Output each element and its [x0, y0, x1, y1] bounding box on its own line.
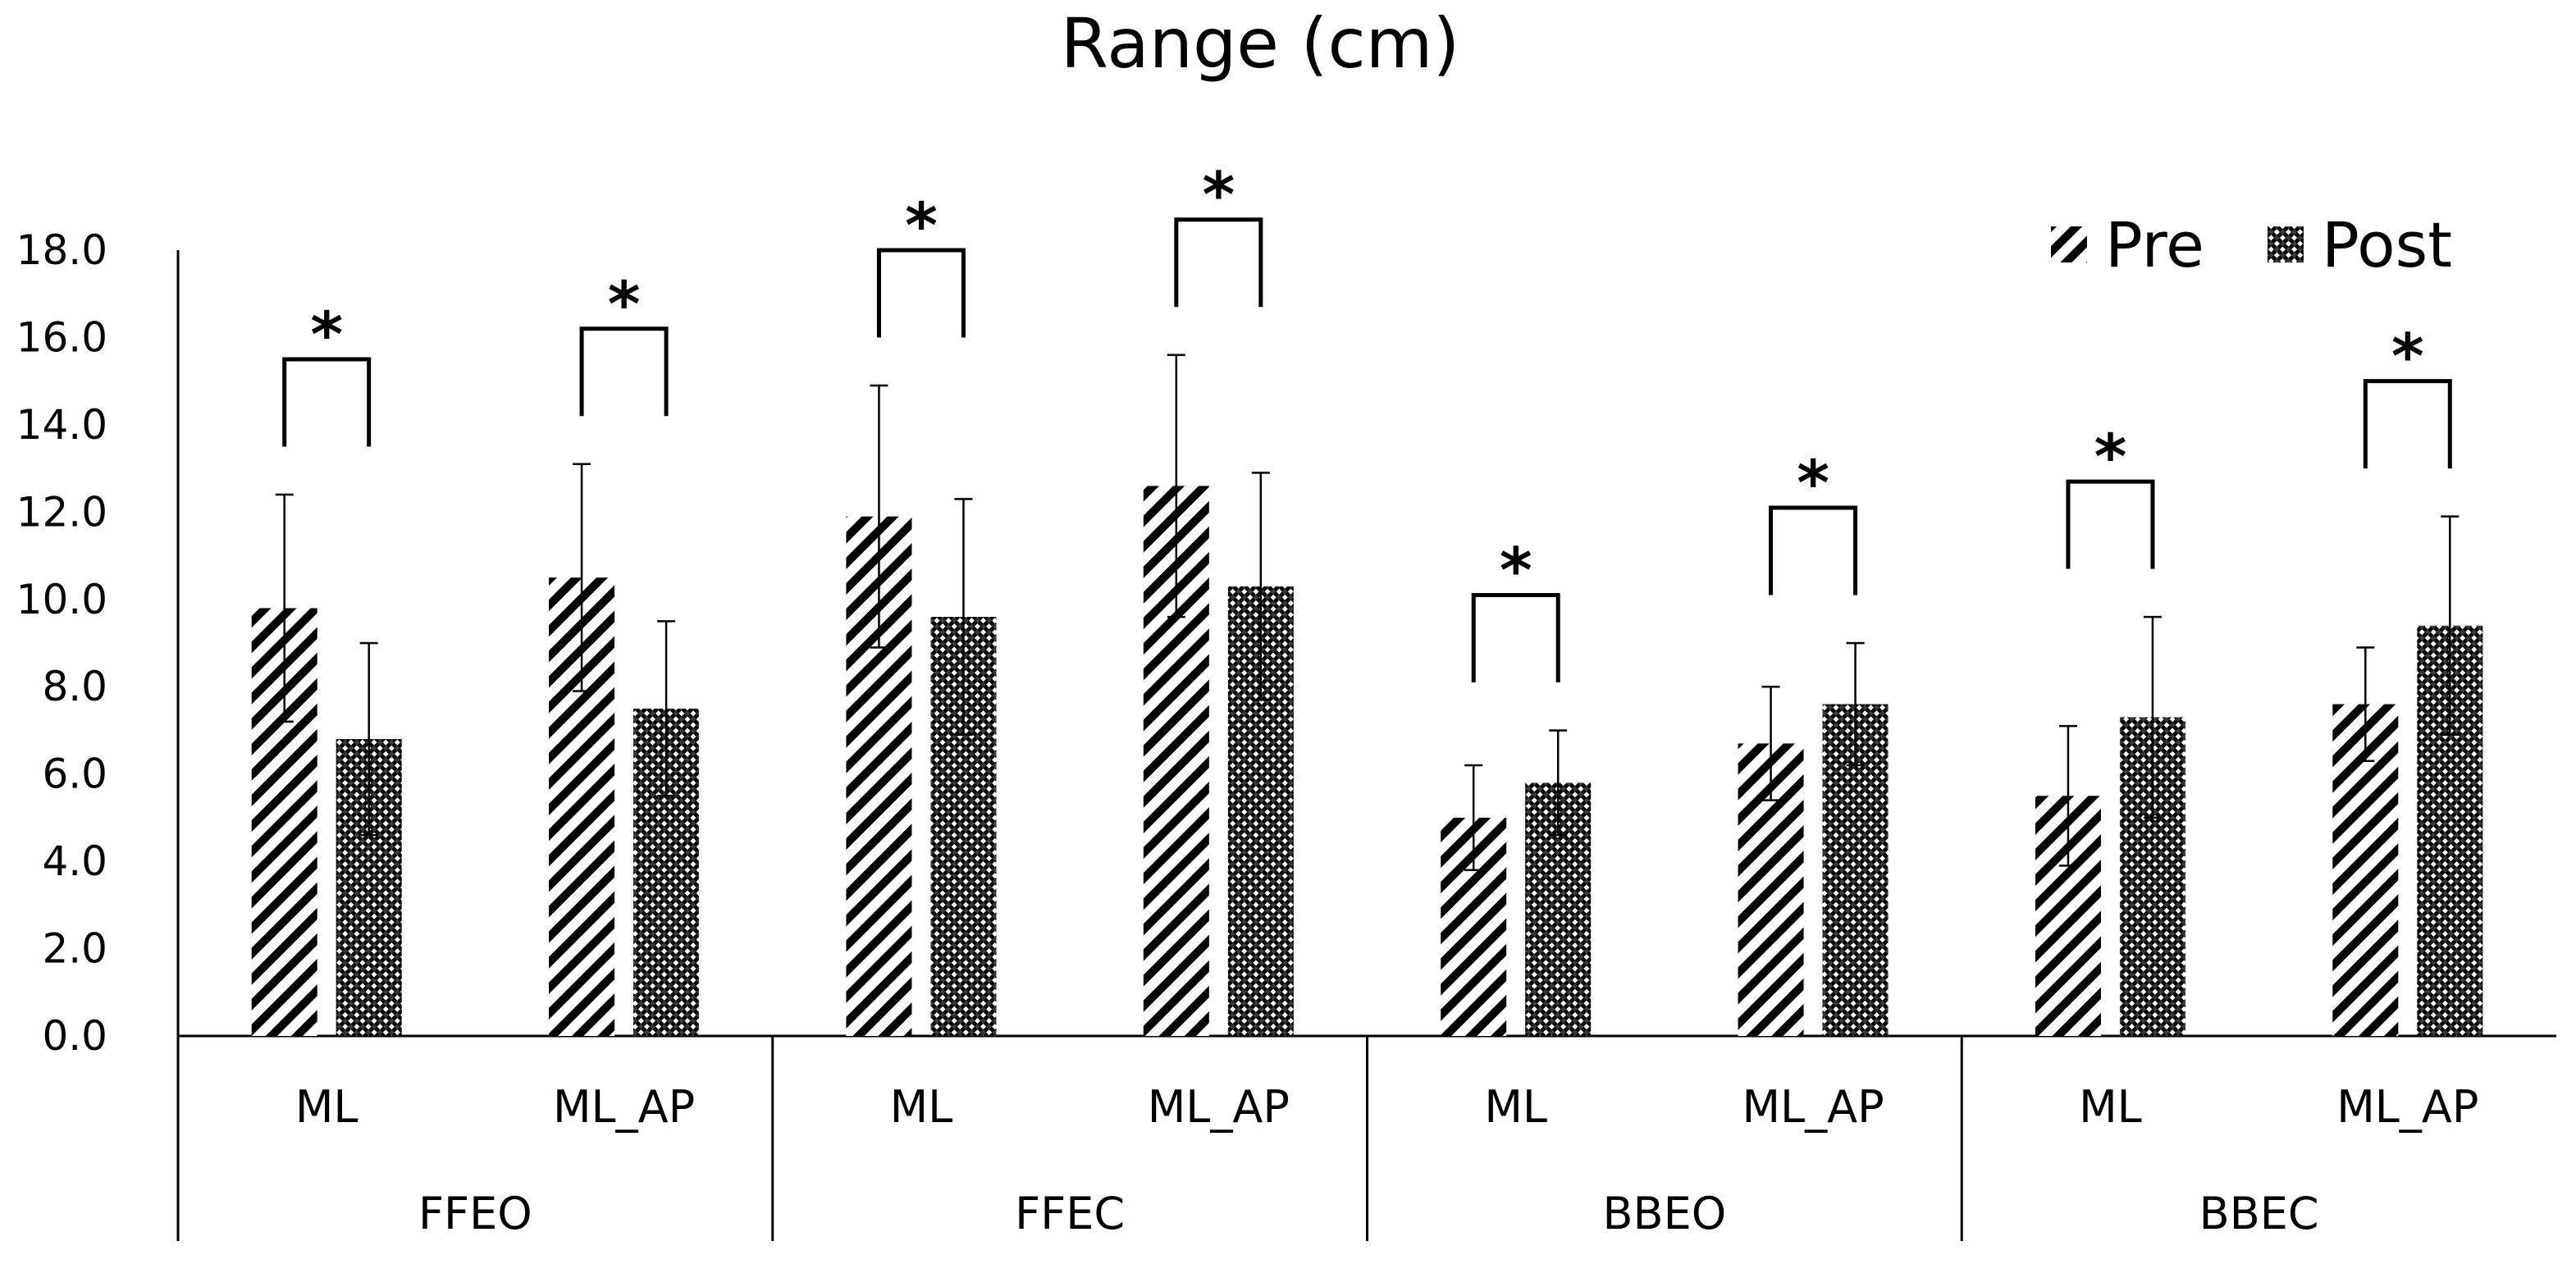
category-label: ML_AP — [2336, 1081, 2478, 1133]
y-tick-label: 8.0 — [42, 663, 107, 710]
significance-star: * — [2094, 420, 2127, 493]
chart-title: Range (cm) — [1061, 3, 1460, 84]
category-label: ML_AP — [553, 1081, 695, 1133]
significance-bracket — [1769, 505, 1858, 595]
significance-star: * — [1500, 533, 1532, 606]
significance-bracket — [2066, 479, 2155, 569]
significance-bracket — [2363, 379, 2452, 469]
significance-brackets: * * * * * * * * — [282, 158, 2452, 682]
y-tick-label: 4.0 — [42, 837, 107, 885]
group-label: BBEC — [2199, 1188, 2319, 1239]
significance-bracket — [1471, 592, 1560, 682]
y-tick-label: 12.0 — [16, 488, 107, 536]
significance-star: * — [1797, 446, 1829, 519]
significance-bracket — [282, 357, 372, 447]
category-label: ML — [890, 1081, 953, 1133]
significance-bracket — [1174, 217, 1263, 308]
y-tick-label: 2.0 — [42, 925, 107, 973]
group-label: FFEC — [1015, 1188, 1125, 1239]
chart-legend: Pre Post — [2051, 208, 2452, 281]
category-label: ML — [295, 1081, 359, 1133]
group-label: FFEO — [418, 1188, 532, 1239]
category-label: ML — [2079, 1081, 2142, 1133]
significance-bracket — [876, 248, 966, 338]
legend-label-pre: Pre — [2105, 208, 2204, 281]
group-label: BBEO — [1603, 1188, 1727, 1239]
legend-swatch-post — [2268, 226, 2304, 262]
significance-star: * — [905, 189, 938, 262]
category-label: ML_AP — [1742, 1081, 1884, 1133]
significance-star: * — [2391, 320, 2424, 393]
y-tick-label: 16.0 — [16, 313, 107, 361]
category-label: ML_AP — [1148, 1081, 1290, 1133]
significance-star: * — [1202, 158, 1235, 231]
significance-star: * — [608, 267, 641, 340]
significance-bracket — [579, 326, 669, 417]
y-tick-label: 0.0 — [42, 1012, 107, 1060]
category-label: ML — [1484, 1081, 1547, 1133]
legend-swatch-pre — [2051, 226, 2087, 262]
chart-axes: 0.0 2.0 4.0 6.0 8.0 10.0 12.0 14.0 16.0 18.0 FFEO M… — [16, 226, 2556, 1241]
y-tick-label: 10.0 — [16, 576, 107, 623]
y-tick-label: 6.0 — [42, 751, 107, 798]
chart-bars — [251, 354, 2483, 1036]
y-tick-label: 14.0 — [16, 401, 107, 449]
y-tick-label: 18.0 — [16, 226, 107, 274]
significance-star: * — [310, 298, 343, 371]
legend-label-post: Post — [2322, 208, 2452, 281]
